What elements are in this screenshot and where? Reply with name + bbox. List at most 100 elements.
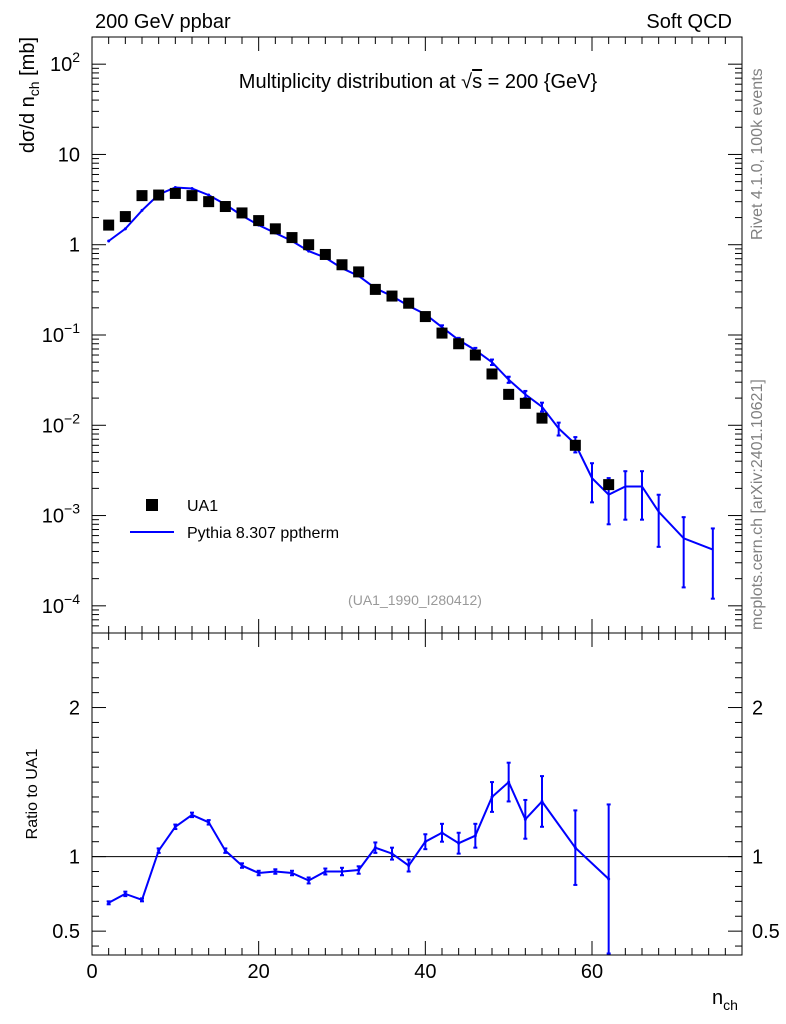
- ratio-point: [523, 817, 527, 821]
- ua1-point: [153, 189, 165, 201]
- ratio-point: [357, 868, 361, 872]
- ratio-point: [390, 852, 394, 856]
- ua1-point: [186, 190, 198, 202]
- ua1-point: [386, 290, 398, 302]
- ratio-point: [507, 780, 511, 784]
- ua1-point: [419, 311, 431, 323]
- tick-base: 10: [50, 54, 72, 76]
- main-y-tick-label: 102: [50, 49, 80, 76]
- ratio-point: [123, 892, 127, 896]
- ratio-point: [223, 849, 227, 853]
- pythia-line: [108, 186, 714, 551]
- ratio-point: [573, 846, 577, 850]
- main-y-tick-label: 10−3: [42, 501, 80, 528]
- ratio-point: [440, 831, 444, 835]
- ua1-series-main: [103, 187, 615, 491]
- ratio-point: [473, 834, 477, 838]
- pythia-point: [140, 208, 144, 212]
- title-s: s: [472, 71, 482, 93]
- tick-exponent: 2: [72, 49, 80, 65]
- ua1-point: [253, 215, 265, 227]
- main-ylabel: dσ/d nch [mb]: [17, 37, 42, 153]
- ratio-point: [107, 901, 111, 905]
- ua1-point: [169, 187, 181, 199]
- legend-marker-ua1: [146, 499, 158, 511]
- main-y-tick-label: 10−4: [42, 591, 80, 618]
- tick-base: 10: [42, 596, 64, 618]
- side-label-rivet: Rivet 4.1.0, 100k events: [749, 68, 766, 240]
- ratio-point: [323, 870, 327, 874]
- ua1-point: [369, 283, 381, 295]
- main-y-tick-label: 10−1: [42, 320, 80, 347]
- main-panel-frame: [91, 36, 743, 634]
- ratio-point: [423, 840, 427, 844]
- ratio-line: [108, 780, 610, 904]
- ua1-point: [536, 412, 548, 424]
- tick-exponent: −1: [64, 320, 80, 336]
- ua1-point: [286, 232, 298, 244]
- ua1-point: [236, 207, 248, 219]
- main-y-tick-label: 10−2: [42, 410, 80, 437]
- pythia-point: [207, 193, 211, 197]
- ratio-point: [173, 825, 177, 829]
- ua1-point: [119, 211, 131, 223]
- main-ylabel-sub: ch: [26, 81, 42, 96]
- x-tick-label: 40: [414, 961, 436, 983]
- tick-base: 1: [69, 235, 80, 257]
- ua1-point: [403, 297, 415, 309]
- ratio-point: [240, 864, 244, 868]
- ua1-point: [269, 223, 281, 235]
- ratio-point: [290, 871, 294, 875]
- ratio-y-tick-label-right: 0.5: [752, 921, 780, 943]
- header-left: 200 GeV ppbar: [95, 11, 231, 33]
- x-tick-label: 0: [86, 961, 97, 983]
- ua1-point: [569, 439, 581, 451]
- ratio-point: [373, 846, 377, 850]
- ratio-point: [407, 864, 411, 868]
- ratio-y-tick-label-right: 2: [752, 698, 763, 720]
- tick-exponent: −2: [64, 410, 80, 426]
- pythia-point: [107, 239, 111, 243]
- tick-base: 10: [42, 325, 64, 347]
- ua1-point: [519, 397, 531, 409]
- ratio-point: [190, 813, 194, 817]
- title-sqrt: √: [461, 71, 472, 93]
- x-tick-label: 60: [581, 961, 603, 983]
- ratio-point: [140, 898, 144, 902]
- tick-base: 10: [58, 144, 80, 166]
- ua1-point: [469, 349, 481, 361]
- ratio-point: [607, 877, 611, 881]
- ua1-point: [303, 239, 315, 251]
- ratio-y-tick-label-right: 1: [752, 847, 763, 869]
- ratio-y-tick-label-left: 1: [69, 847, 80, 869]
- ratio-point: [257, 871, 261, 875]
- header-right: Soft QCD: [646, 11, 732, 33]
- title-prefix: Multiplicity distribution at: [239, 71, 461, 93]
- ratio-y-tick-label-left: 2: [69, 698, 80, 720]
- x-axis-label-sub: ch: [723, 997, 738, 1013]
- ua1-point: [503, 388, 515, 400]
- ratio-point: [207, 820, 211, 824]
- pythia-point: [307, 249, 311, 253]
- ua1-point: [319, 248, 331, 260]
- main-title: Multiplicity distribution at √s = 200 {G…: [239, 71, 598, 93]
- main-ylabel-unit: [mb]: [17, 37, 39, 81]
- ratio-point: [340, 870, 344, 874]
- ua1-point: [486, 368, 498, 380]
- ua1-point: [136, 190, 148, 202]
- ratio-series: [106, 761, 611, 955]
- x-axis-label-main: n: [712, 987, 723, 1009]
- tick-exponent: −3: [64, 501, 80, 517]
- ratio-point: [457, 841, 461, 845]
- ratio-point: [157, 849, 161, 853]
- ratio-ylabel: Ratio to UA1: [24, 749, 41, 840]
- ua1-point: [336, 259, 348, 271]
- legend-label-pythia: Pythia 8.307 pptherm: [187, 525, 339, 542]
- ua1-point: [436, 327, 448, 339]
- ua1-point: [219, 201, 231, 213]
- tick-base: 10: [42, 506, 64, 528]
- main-y-tick-label: 10: [58, 144, 80, 166]
- tick-exponent: −4: [64, 591, 80, 607]
- legend-label-ua1: UA1: [187, 498, 218, 515]
